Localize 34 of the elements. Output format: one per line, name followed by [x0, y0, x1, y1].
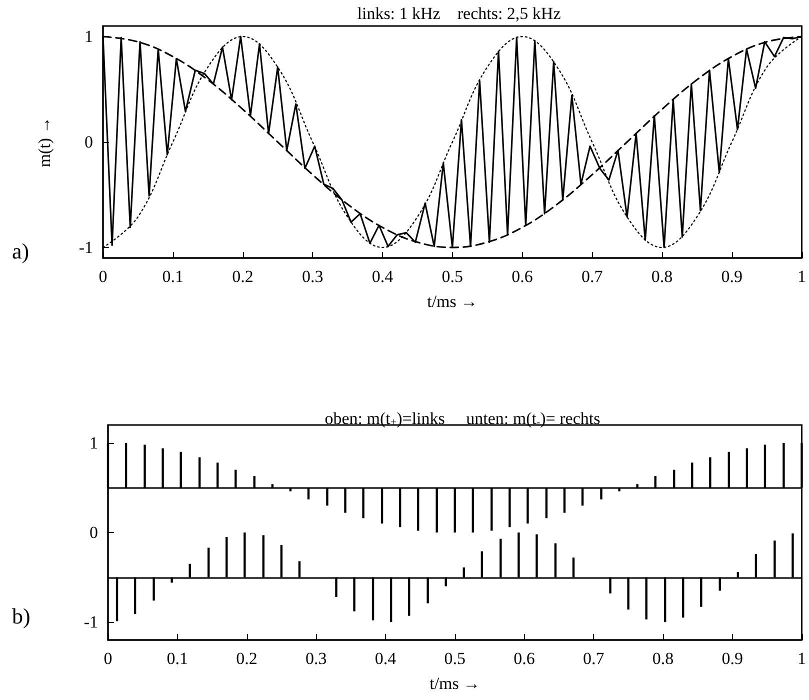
x-tick-label: 0.1: [166, 649, 188, 668]
x-tick-label: 0.2: [232, 267, 254, 286]
x-tick-label: 0.1: [162, 267, 184, 286]
x-tick-label: 0.3: [302, 267, 324, 286]
x-tick-label: 0.4: [374, 649, 397, 668]
x-tick-label: 0.8: [651, 267, 673, 286]
x-tick-label: 0.4: [372, 267, 394, 286]
text: b): [12, 604, 30, 628]
y-tick-label: 1: [84, 27, 93, 46]
y-axis-title: m(t) →: [35, 116, 54, 168]
x-tick-label: 1: [798, 649, 806, 668]
chart-title: links: 1 kHz rechts: 2,5 kHz: [357, 4, 562, 23]
x-tick-label: 1: [798, 267, 806, 286]
x-tick-label: 0.6: [512, 267, 533, 286]
x-tick-label: 0.5: [442, 267, 463, 286]
x-tick-label: 0.6: [514, 649, 535, 668]
x-tick-label: 0.9: [721, 267, 742, 286]
y-tick-label: -1: [78, 238, 93, 257]
x-tick-label: 0.9: [722, 649, 743, 668]
x-tick-label: 0.8: [652, 649, 674, 668]
x-tick-label: 0.3: [306, 649, 327, 668]
x-tick-label: 0.5: [444, 649, 466, 668]
x-tick-label: 0: [104, 649, 112, 668]
y-tick-label: 0: [84, 132, 93, 152]
x-tick-label: 0.7: [582, 267, 604, 286]
x-tick-label: 0.2: [236, 649, 258, 668]
x-tick-label: 0.7: [583, 649, 605, 668]
chart-title: oben: m(t+)=links unten: m(t-)= rechts: [324, 409, 600, 428]
y-tick-label: -1: [84, 612, 98, 632]
y-tick-label: 1: [90, 433, 98, 452]
text: a): [12, 238, 30, 264]
y-tick-label: 0: [90, 523, 98, 542]
x-axis-title: t/ms →: [427, 292, 478, 311]
x-axis-title: t/ms →: [430, 674, 480, 693]
